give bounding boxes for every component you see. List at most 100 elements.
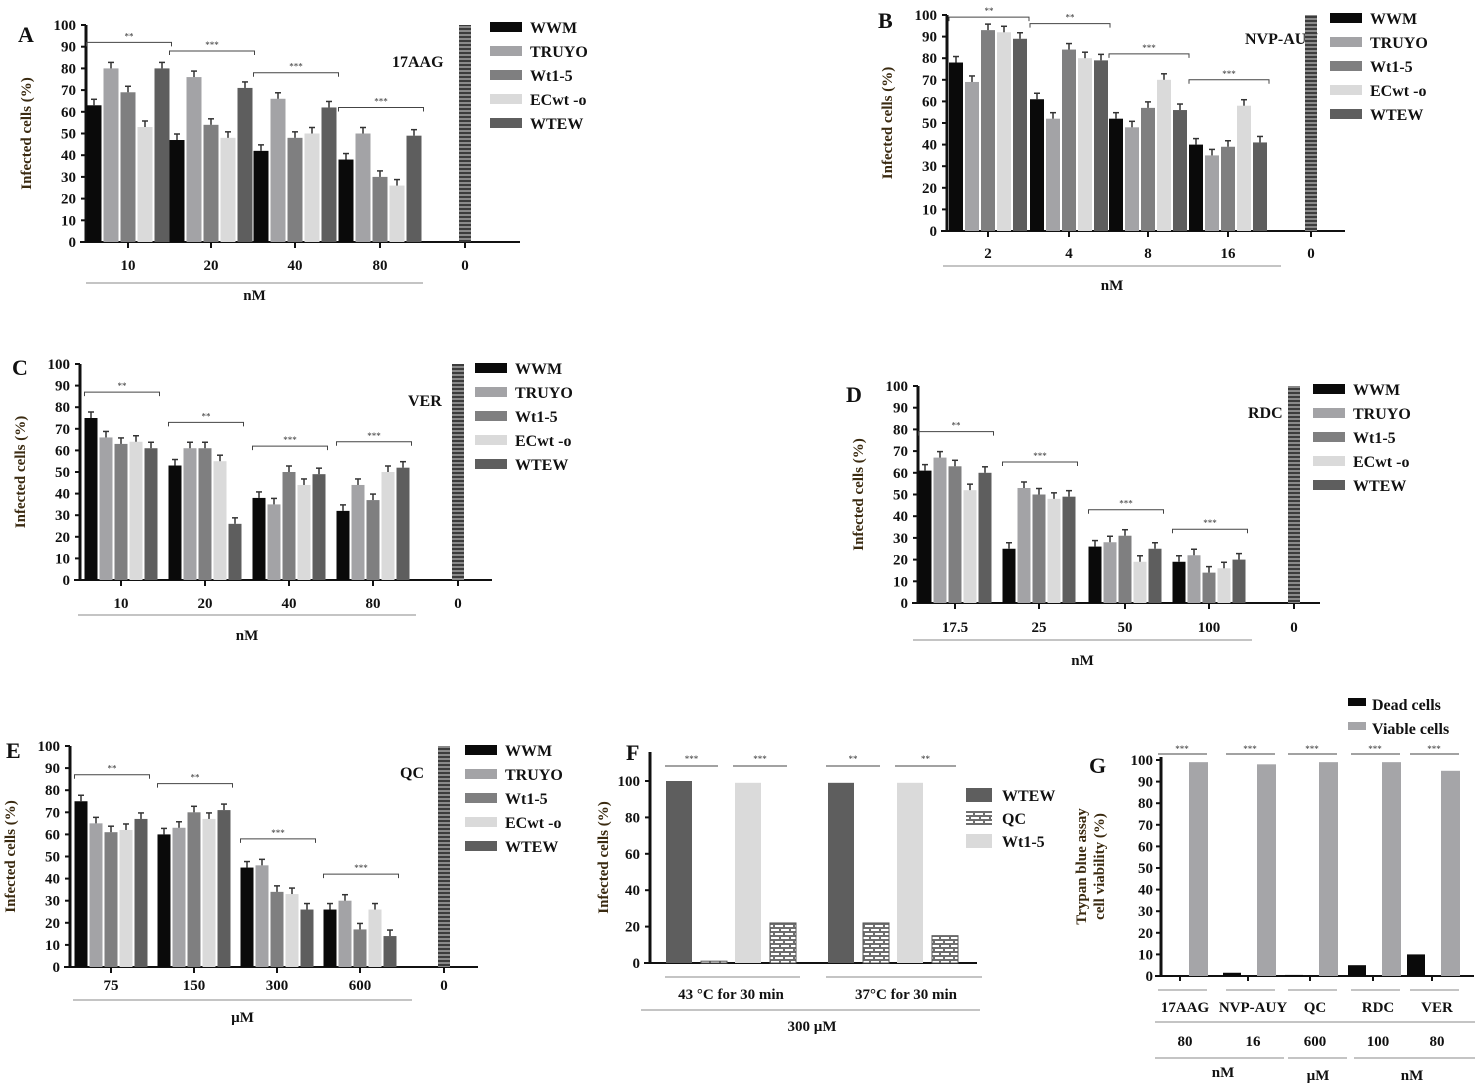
y-axis-label: cell viability (%)	[1092, 813, 1108, 920]
bar-viable-cells	[1441, 770, 1460, 976]
y-tick-label: 50	[61, 127, 76, 143]
bar-wt1-5	[1118, 535, 1132, 603]
x-tick-label: 100	[1198, 620, 1221, 636]
panel-g: 0 10 20 30 40 50 60 70 80 90 100 Trypan blue assay c…	[1074, 697, 1475, 1083]
legend-swatch	[1313, 384, 1345, 394]
panel-title: NVP-AUY	[1245, 31, 1318, 48]
significance-label: ***	[1222, 69, 1236, 79]
legend-label: ECwt -o	[1370, 83, 1426, 100]
bar-wtew	[1062, 496, 1076, 603]
bar-wwm	[1172, 561, 1186, 603]
bar-truyo	[338, 900, 352, 967]
significance-label: **	[125, 31, 135, 41]
bar-wt1-5	[735, 782, 761, 963]
legend-label: TRUYO	[530, 44, 588, 61]
y-tick-label: 90	[922, 30, 937, 46]
significance-bracket	[84, 391, 160, 397]
bar-truyo	[103, 68, 119, 243]
y-tick-label: 40	[1138, 883, 1153, 899]
bar-truyo	[99, 437, 113, 580]
y-tick-label: 100	[886, 379, 909, 395]
bar-wtew	[1013, 38, 1027, 232]
y-tick-label: 20	[61, 192, 76, 208]
bar-wt1-5	[287, 137, 303, 242]
y-tick-label: 60	[625, 847, 640, 863]
bar-control	[1305, 15, 1317, 231]
significance-label: ***	[271, 828, 285, 838]
x-tick-label: 40	[288, 258, 303, 274]
y-tick-label: 70	[893, 444, 908, 460]
bar-ecwt-o	[220, 137, 236, 242]
x-tick-label-control: 0	[1290, 620, 1298, 636]
unit-label: nM	[1212, 1065, 1235, 1081]
y-tick-label: 0	[633, 956, 641, 972]
bar-qc	[700, 960, 728, 964]
significance-bracket	[948, 16, 1030, 22]
y-tick-label: 0	[930, 224, 938, 240]
significance-bracket	[1188, 79, 1270, 84]
x-tick-label: 80	[373, 258, 388, 274]
legend-swatch	[475, 435, 507, 445]
significance-bracket	[323, 873, 399, 879]
bar-ecwt-o	[213, 461, 227, 580]
x-tick-label-control: 0	[440, 978, 448, 994]
x-tick-label: QC	[1304, 1000, 1327, 1016]
bar-wtew	[828, 782, 854, 963]
bar-wwm	[1088, 546, 1102, 603]
bar-wt1-5	[981, 30, 995, 232]
bar-dead-cells	[1155, 976, 1173, 977]
y-tick-label: 100	[915, 8, 938, 24]
legend-label: Wt1-5	[505, 791, 548, 808]
significance-bracket	[74, 774, 150, 779]
legend-label: Wt1-5	[530, 68, 573, 85]
bar-wwm	[84, 418, 98, 580]
y-tick-label: 100	[1131, 753, 1154, 769]
y-tick-label: 70	[922, 73, 937, 89]
bar-wwm	[168, 465, 182, 580]
x-tick-label: 150	[183, 978, 206, 994]
legend-swatch	[475, 387, 507, 397]
legend-label: Wt1-5	[515, 409, 558, 426]
x-tick-label: 4	[1065, 246, 1073, 262]
bar-truyo	[355, 133, 371, 242]
legend-swatch	[1348, 722, 1366, 730]
bar-wtew	[406, 135, 422, 242]
legend-swatch	[465, 793, 497, 803]
bar-viable-cells	[1319, 762, 1338, 976]
x-tick-label: 10	[121, 258, 136, 274]
legend-label: WWM	[530, 20, 577, 37]
bar-wt1-5	[372, 176, 388, 242]
significance-bracket	[86, 41, 172, 47]
significance-bracket	[1172, 528, 1248, 534]
y-tick-label: 80	[893, 422, 908, 438]
y-tick-label: 90	[61, 40, 76, 56]
bar-wwm	[157, 834, 171, 967]
y-tick-label: 50	[45, 850, 60, 866]
x-tick-label: 8	[1144, 246, 1152, 262]
bar-wt1-5	[353, 929, 367, 967]
unit-label: µM	[1307, 1068, 1330, 1083]
y-tick-label: 50	[922, 116, 937, 132]
bar-wwm	[338, 159, 354, 242]
y-tick-label: 70	[45, 805, 60, 821]
significance-label: **	[952, 421, 962, 431]
y-tick-label: 40	[61, 148, 76, 164]
x-axis-unit-label: nM	[236, 628, 259, 644]
legend-swatch	[1330, 61, 1362, 71]
bar-wt1-5	[120, 92, 136, 243]
bar-wwm	[74, 801, 88, 967]
x-axis-unit-label: nM	[1071, 653, 1094, 669]
x-tick-label-control: 0	[1307, 246, 1315, 262]
significance-label: **	[202, 411, 212, 421]
legend-swatch	[490, 118, 522, 128]
legend-swatch	[1313, 480, 1345, 490]
bar-truyo	[270, 98, 286, 242]
significance-bracket	[168, 421, 244, 427]
bar-wtew	[154, 68, 170, 243]
bar-ecwt-o	[1157, 79, 1171, 231]
bar-wwm	[918, 470, 932, 603]
y-tick-label: 0	[1146, 969, 1154, 985]
